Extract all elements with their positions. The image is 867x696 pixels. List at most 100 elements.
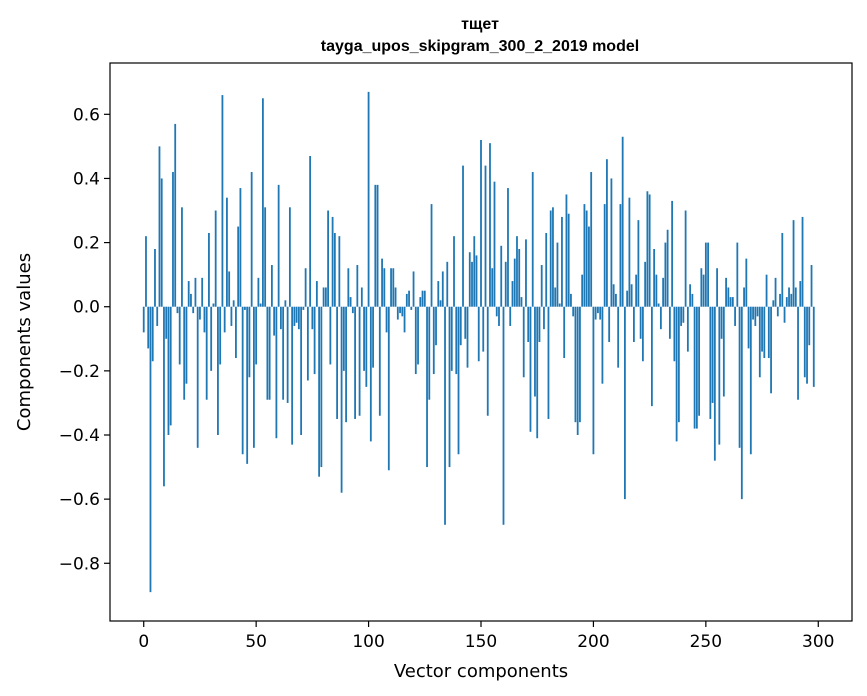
bar-151 xyxy=(482,306,485,352)
bar-103 xyxy=(374,184,377,307)
bar-81 xyxy=(324,287,327,307)
bar-124 xyxy=(421,290,424,307)
bar-139 xyxy=(455,306,458,375)
bar-4 xyxy=(151,306,154,362)
bar-255 xyxy=(716,268,718,307)
bar-47 xyxy=(248,306,251,378)
bar-292 xyxy=(799,281,802,307)
bar-95 xyxy=(356,265,359,307)
bar-250 xyxy=(704,242,707,307)
bar-152 xyxy=(484,165,487,307)
bar-189 xyxy=(567,213,570,307)
bar-101 xyxy=(369,306,372,442)
bar-128 xyxy=(430,204,433,307)
bar-234 xyxy=(668,306,671,339)
x-tick-label: 200 xyxy=(577,632,609,652)
bar-220 xyxy=(637,220,640,307)
bar-192 xyxy=(574,306,577,423)
bar-102 xyxy=(372,306,374,368)
bar-143 xyxy=(464,306,467,339)
bar-167 xyxy=(518,249,521,307)
bar-125 xyxy=(423,290,426,307)
bar-122 xyxy=(417,306,419,365)
bar-271 xyxy=(752,306,754,320)
bar-274 xyxy=(758,306,761,378)
bar-298 xyxy=(812,306,815,387)
plot-frame xyxy=(109,62,853,622)
bar-9 xyxy=(163,306,165,487)
bar-134 xyxy=(444,306,446,525)
bar-148 xyxy=(475,255,478,307)
bar-153 xyxy=(486,306,489,416)
bar-235 xyxy=(671,200,674,307)
bar-256 xyxy=(718,306,721,445)
bar-185 xyxy=(558,303,561,307)
bar-144 xyxy=(466,306,469,368)
bar-137 xyxy=(450,306,453,371)
bar-214 xyxy=(624,306,626,500)
bar-263 xyxy=(734,306,736,326)
bar-105 xyxy=(378,306,381,416)
bar-286 xyxy=(785,297,788,307)
bar-93 xyxy=(351,306,354,314)
bar-266 xyxy=(740,306,743,500)
bar-190 xyxy=(570,293,572,307)
bar-182 xyxy=(552,207,554,307)
bar-62 xyxy=(282,306,285,400)
x-axis-label: Vector components xyxy=(394,661,568,682)
bar-288 xyxy=(790,293,793,307)
bar-215 xyxy=(626,290,629,307)
bar-141 xyxy=(459,306,462,346)
bar-94 xyxy=(354,306,356,419)
y-axis-ticks: −0.8 −0.6 −0.4 −0.2 0.0 0.2 0.4 0.6 xyxy=(59,105,110,574)
bar-186 xyxy=(561,216,563,307)
bar-201 xyxy=(594,306,597,320)
bar-254 xyxy=(713,306,716,461)
bar-28 xyxy=(205,306,208,400)
x-tick-label: 300 xyxy=(802,632,834,652)
bar-195 xyxy=(581,274,584,307)
y-tick-label: 0.4 xyxy=(73,169,100,189)
y-tick-label: 0.0 xyxy=(73,298,100,318)
bar-113 xyxy=(396,306,399,320)
bar-194 xyxy=(579,306,581,423)
bar-206 xyxy=(606,159,608,307)
bar-191 xyxy=(572,306,575,317)
bar-20 xyxy=(187,281,190,307)
bar-287 xyxy=(788,287,790,307)
bar-142 xyxy=(462,165,464,307)
x-tick-label: 0 xyxy=(138,632,149,652)
bar-33 xyxy=(217,306,219,435)
bar-172 xyxy=(529,306,532,432)
bar-108 xyxy=(385,306,388,333)
bar-98 xyxy=(363,306,365,371)
bar-86 xyxy=(336,306,338,419)
bar-257 xyxy=(720,306,723,339)
bar-225 xyxy=(648,194,651,307)
bar-55 xyxy=(266,306,269,400)
bar-13 xyxy=(172,172,174,307)
bar-146 xyxy=(471,261,473,307)
bar-269 xyxy=(747,306,750,349)
bar-296 xyxy=(808,306,811,346)
bar-176 xyxy=(538,306,541,342)
bar-170 xyxy=(525,239,527,307)
bar-39 xyxy=(230,306,233,326)
bar-279 xyxy=(770,306,772,394)
bar-89 xyxy=(342,306,345,371)
x-tick-label: 150 xyxy=(465,632,497,652)
bar-294 xyxy=(803,306,806,378)
bar-282 xyxy=(776,306,779,317)
bar-178 xyxy=(543,306,545,330)
bar-260 xyxy=(727,287,730,307)
bar-61 xyxy=(279,306,282,330)
bar-259 xyxy=(725,277,727,307)
bar-175 xyxy=(536,306,539,439)
bar-27 xyxy=(203,306,206,333)
bar-80 xyxy=(322,287,325,307)
bar-179 xyxy=(545,232,548,307)
y-tick-label: −0.6 xyxy=(59,490,100,510)
chart-subtitle: tayga_upos_skipgram_300_2_2019 model xyxy=(321,38,639,55)
bar-77 xyxy=(315,281,318,307)
bar-119 xyxy=(410,306,413,310)
